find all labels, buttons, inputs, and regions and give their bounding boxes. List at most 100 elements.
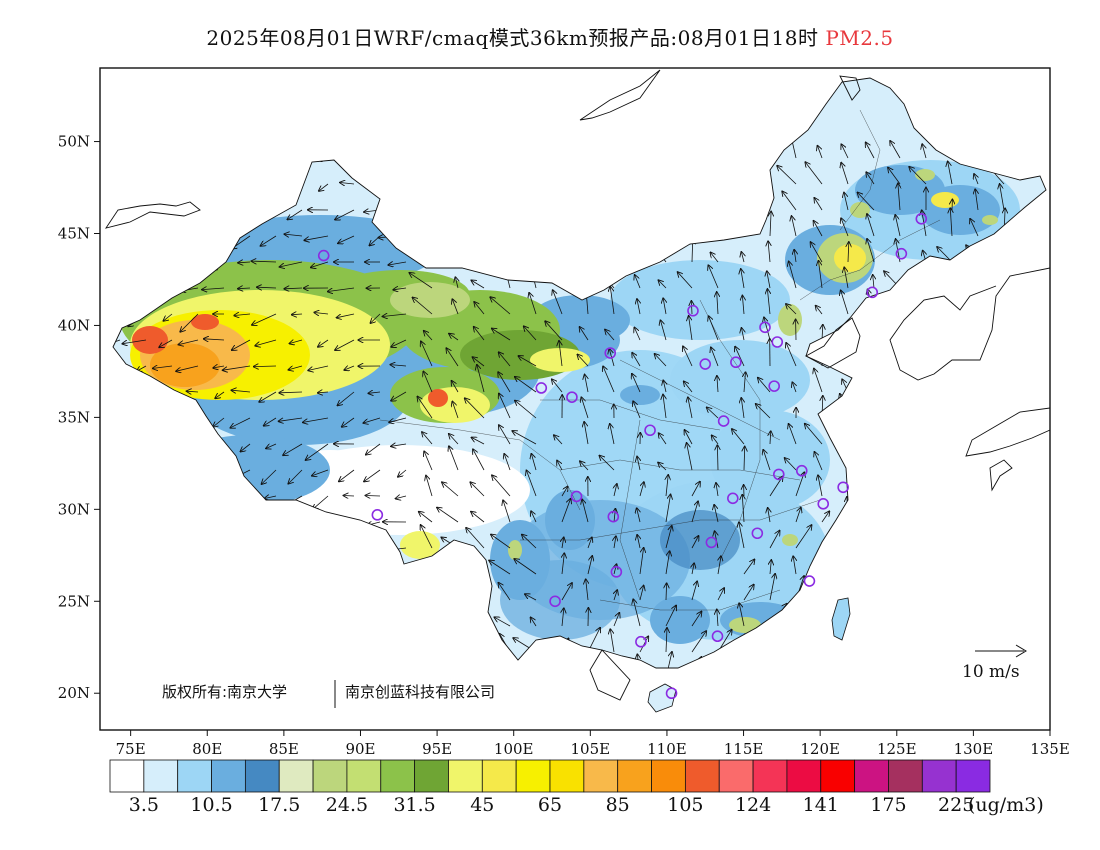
wind-arrow [474, 327, 485, 341]
wind-arrow [666, 628, 667, 653]
wind-arrow [369, 392, 381, 393]
wind-arrow [262, 469, 277, 484]
wind-arrow [770, 560, 771, 575]
wind-arrow [763, 450, 771, 471]
legend-swatch [515, 759, 551, 793]
wind-arrow [499, 583, 511, 601]
wind-arrow [665, 495, 671, 523]
wind-arrow [678, 272, 693, 289]
wind-arrow [742, 495, 744, 523]
wind-arrow [632, 353, 641, 367]
wind-arrow [410, 273, 433, 289]
wind-arrow [561, 487, 568, 497]
lat-label-45: 45N [58, 225, 90, 243]
wind-arrow [614, 536, 616, 549]
legend-swatch [380, 759, 416, 793]
wind-arrow [422, 432, 433, 445]
legend-swatch [955, 759, 991, 793]
wind-arrow [285, 234, 303, 236]
wind-arrow [503, 500, 511, 523]
wind-arrow [522, 535, 537, 549]
taiwan-island [831, 597, 851, 641]
station-marker [604, 347, 617, 359]
wind-arrow [890, 141, 901, 159]
wind-arrow [769, 574, 775, 601]
wind-arrow [811, 242, 823, 263]
legend-swatch [752, 759, 788, 793]
wind-arrow [366, 496, 381, 497]
wind-arrow [213, 366, 225, 368]
wind-arrow [393, 288, 407, 290]
wind-arrow [318, 339, 329, 347]
wind-arrow [717, 292, 718, 315]
lon-label-125: 125E [877, 740, 917, 758]
wind-arrow [446, 348, 459, 367]
wind-arrow [466, 528, 485, 549]
wind-arrow [756, 404, 771, 419]
wind-arrow [743, 585, 754, 601]
wind-arrow [580, 327, 589, 341]
wind-arrow [452, 299, 459, 315]
wind-arrow [770, 212, 771, 237]
wind-arrow [187, 391, 199, 392]
wind-arrow [452, 381, 459, 393]
wind-arrow [366, 443, 381, 455]
wind-arrow [739, 603, 745, 627]
legend-labels: 3.5 10.5 17.5 24.5 31.5 45 65 85 105 124 141 175 225 [129, 794, 975, 816]
wind-arrow [562, 538, 564, 549]
wind-arrow [841, 144, 849, 159]
wind-arrow [527, 471, 537, 497]
wind-arrow [180, 313, 199, 332]
legend-tick-label: 3.5 [129, 794, 159, 816]
wind-arrow [472, 438, 485, 445]
lat-label-20: 20N [58, 684, 90, 702]
lat-label-25: 25N [58, 592, 90, 610]
wind-arrow [603, 367, 615, 393]
wind-arrow [342, 417, 355, 427]
wind-arrow [732, 429, 745, 445]
wind-arrow [614, 484, 617, 497]
wind-arrow [786, 304, 797, 315]
wind-arrow [708, 265, 719, 289]
lon-label-90: 90E [345, 740, 375, 758]
legend-swatch [651, 759, 686, 793]
wind-arrow [613, 613, 619, 627]
wind-arrow [337, 313, 355, 318]
wind-arrow [637, 299, 640, 315]
wind-arrow [364, 417, 381, 423]
wind-arrow [948, 162, 953, 185]
lon-label-100: 100E [494, 740, 534, 758]
wind-arrow [319, 183, 329, 191]
wind-arrow [288, 209, 303, 219]
longitude-axis: 75E 80E 85E 90E 95E 100E 105E 110E 115E 120E 125E 1… [116, 730, 1070, 758]
wind-arrow [909, 167, 927, 185]
wind-arrow [455, 277, 458, 289]
wind-arrow [639, 637, 648, 653]
wind-arrow [471, 280, 485, 289]
legend-swatch [143, 759, 179, 793]
wind-arrow [895, 215, 901, 237]
wind-arrow [215, 391, 225, 398]
wind-arrow [767, 271, 770, 289]
wind-arrow [581, 397, 589, 419]
station-marker [535, 382, 548, 394]
legend-swatch [414, 759, 449, 793]
wind-arrow [584, 422, 589, 445]
wind-arrow [712, 436, 719, 445]
wind-arrow [586, 579, 588, 601]
wind-arrow [888, 168, 901, 185]
lon-label-110: 110E [647, 740, 687, 758]
wind-arrow [950, 208, 952, 237]
wind-arrow [691, 301, 692, 315]
wind-arrow [391, 391, 407, 401]
wind-arrow [585, 375, 588, 393]
wind-arrow [795, 525, 812, 549]
wind-arrow [770, 431, 771, 445]
legend-swatch [921, 759, 957, 793]
wind-arrow [529, 293, 537, 315]
wind-arrow [498, 372, 511, 393]
wind-arrow [614, 509, 615, 523]
station-marker [665, 687, 678, 700]
wind-arrow [714, 505, 719, 523]
wind-arrow [383, 314, 407, 317]
